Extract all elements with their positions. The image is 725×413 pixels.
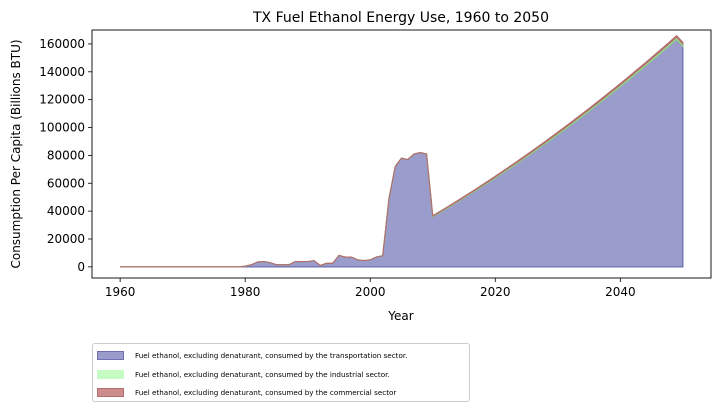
x-tick-label: 1960 (105, 285, 136, 299)
legend-label-transportation: Fuel ethanol, excluding denaturant, cons… (135, 350, 408, 360)
legend-swatch-commercial (97, 387, 124, 397)
chart-title: TX Fuel Ethanol Energy Use, 1960 to 2050 (252, 10, 549, 26)
y-tick-label: 100000 (39, 121, 85, 135)
legend-item-commercial: Fuel ethanol, excluding denaturant, cons… (97, 386, 396, 398)
y-tick-label: 20000 (47, 232, 85, 246)
legend: Fuel ethanol, excluding denaturant, cons… (92, 343, 470, 402)
plot-frame (91, 29, 712, 279)
y-tick-label: 60000 (47, 176, 85, 190)
y-axis: 0 20000 40000 60000 80000 100000 120000 140000 1… (39, 37, 92, 274)
plot-area (120, 34, 684, 268)
y-tick-label: 160000 (39, 37, 85, 51)
y-tick-label: 140000 (39, 65, 85, 79)
y-tick-label: 40000 (47, 204, 85, 218)
x-tick-label: 2000 (355, 285, 386, 299)
legend-item-industrial: Fuel ethanol, excluding denaturant, cons… (97, 368, 390, 380)
y-tick-label: 0 (77, 260, 85, 274)
legend-swatch-industrial (97, 369, 124, 379)
x-tick-label: 2020 (480, 285, 511, 299)
legend-swatch-transportation (97, 350, 124, 360)
y-tick-label: 120000 (39, 93, 85, 107)
area-series-2 (120, 34, 684, 268)
x-axis: 1960 1980 2000 2020 2040 (105, 278, 636, 299)
area-series-0 (120, 38, 684, 268)
x-axis-label: Year (387, 309, 413, 323)
legend-label-commercial: Fuel ethanol, excluding denaturant, cons… (135, 387, 397, 397)
legend-label-industrial: Fuel ethanol, excluding denaturant, cons… (135, 369, 390, 379)
legend-item-transportation: Fuel ethanol, excluding denaturant, cons… (97, 349, 407, 361)
x-tick-label: 1980 (230, 285, 261, 299)
y-axis-label: Consumption Per Capita (Billions BTU) (9, 39, 23, 268)
y-tick-label: 80000 (47, 148, 85, 162)
x-tick-label: 2040 (605, 285, 636, 299)
